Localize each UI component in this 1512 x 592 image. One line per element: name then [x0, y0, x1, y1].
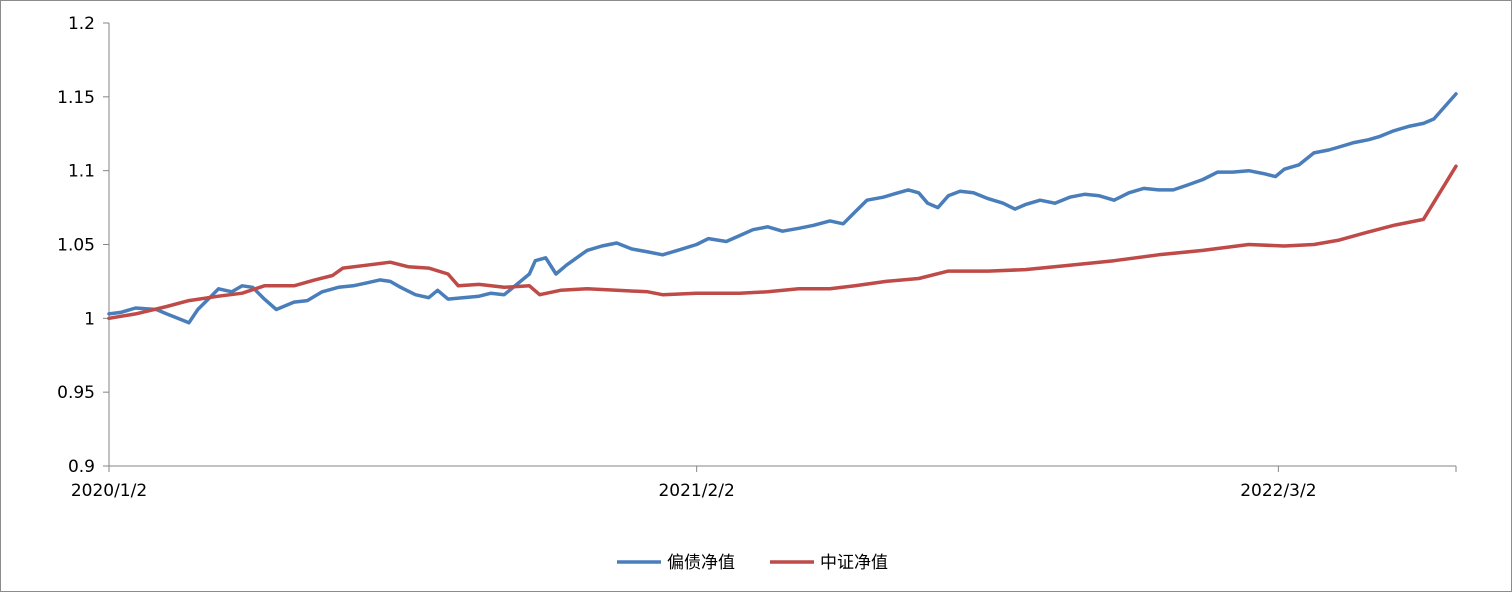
series-layer: [107, 92, 1458, 325]
legend-label: 偏债净值: [667, 553, 735, 573]
y-tick-label: 1.1: [68, 162, 95, 182]
y-tick-label: 1.05: [57, 236, 95, 256]
series-line-1: [107, 92, 1458, 325]
legend: 偏债净值 中证净值: [617, 553, 888, 573]
y-tick-label: 0.95: [57, 383, 95, 403]
series-line-2: [107, 164, 1458, 321]
x-axis: 2020/1/2 2021/2/2 2022/3/2: [71, 465, 1457, 501]
x-tick-label: 2022/3/2: [1240, 481, 1316, 501]
x-tick-label: 2020/1/2: [71, 481, 147, 501]
legend-label: 中证净值: [820, 553, 888, 573]
x-tick-label: 2021/2/2: [658, 481, 734, 501]
y-tick-label: 0.9: [68, 457, 95, 477]
y-axis: 0.9 0.95 1 1.05 1.1 1.15 1.2: [57, 14, 110, 477]
y-tick-label: 1.15: [57, 88, 95, 108]
y-tick-label: 1.2: [68, 14, 95, 34]
y-tick-label: 1: [84, 309, 95, 329]
